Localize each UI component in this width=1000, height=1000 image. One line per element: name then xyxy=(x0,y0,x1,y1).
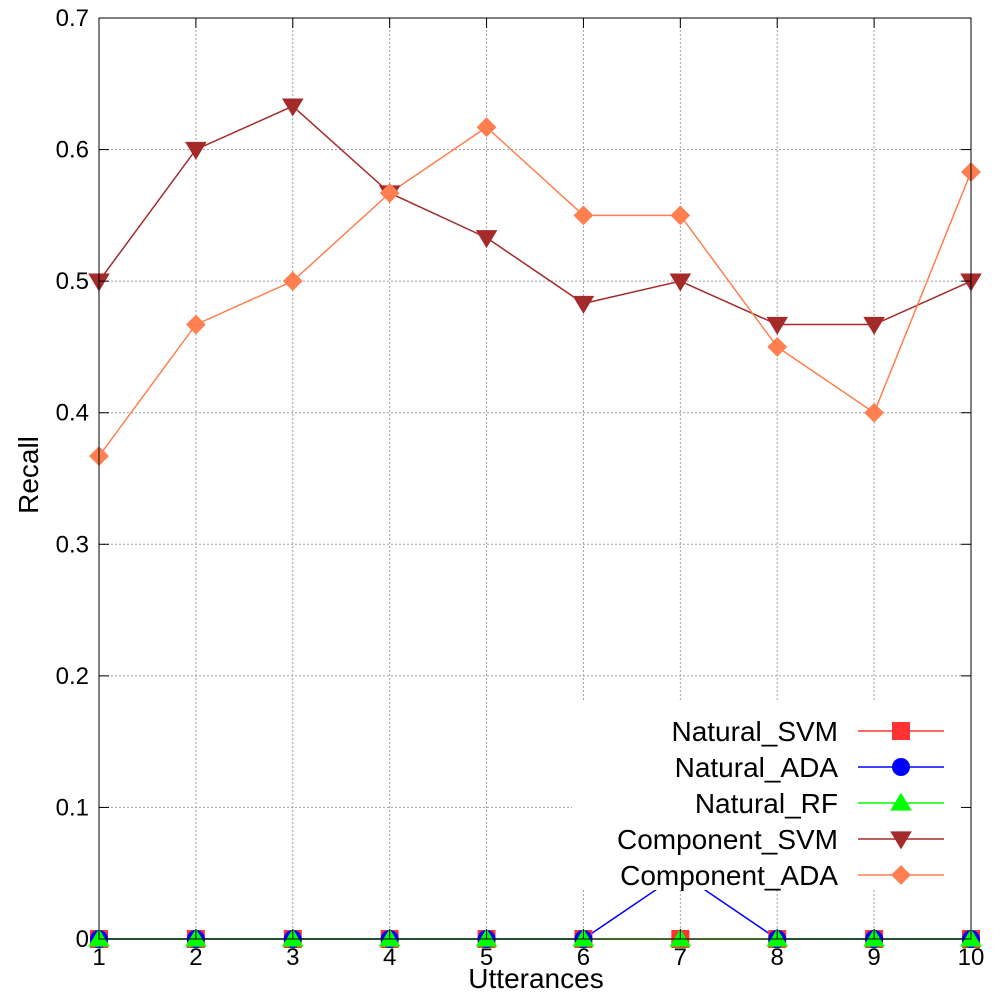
x-tick-label: 5 xyxy=(480,944,493,971)
legend-label-natural-rf: Natural_RF xyxy=(695,788,838,819)
x-tick-label: 9 xyxy=(867,944,880,971)
axis-ticks xyxy=(98,17,972,940)
y-tick-label: 0.1 xyxy=(56,794,89,821)
component-ada-point xyxy=(282,271,303,292)
x-tick-label: 7 xyxy=(674,944,687,971)
x-tick-label: 2 xyxy=(189,944,202,971)
y-tick-label: 0.5 xyxy=(56,268,89,295)
legend-marker-natural-ada xyxy=(892,758,910,776)
y-axis-label: Recall xyxy=(13,436,44,514)
y-tick-label: 0.7 xyxy=(56,5,89,32)
legend-label-natural-svm: Natural_SVM xyxy=(671,716,838,747)
y-tick-label: 0.6 xyxy=(56,137,89,164)
component-ada-point xyxy=(379,183,400,203)
component-ada-point xyxy=(864,402,885,423)
x-tick-label: 3 xyxy=(286,944,299,971)
grid-lines xyxy=(99,18,971,939)
component-ada-point xyxy=(185,314,206,335)
component-svm-line xyxy=(98,105,972,326)
legend-marker-natural-svm xyxy=(892,722,910,740)
legend: Natural_SVM Natural_ADA Natural_RF Componen… xyxy=(617,716,944,891)
x-axis-label: Utterances xyxy=(468,963,603,994)
plot-border xyxy=(98,17,972,940)
x-tick-label: 6 xyxy=(577,944,590,971)
x-tick-label: 8 xyxy=(771,944,784,971)
y-tick-label: 0 xyxy=(76,926,89,953)
component-svm-point xyxy=(863,316,885,335)
series-markers xyxy=(88,98,982,948)
component-ada-point xyxy=(767,337,788,357)
x-tick-label: 1 xyxy=(92,944,105,971)
component-svm-point xyxy=(669,273,692,292)
x-tick-label: 10 xyxy=(958,944,985,971)
component-svm-point xyxy=(475,230,498,249)
y-tick-label: 0.4 xyxy=(56,400,89,427)
component-svm-point xyxy=(281,98,304,117)
component-ada-point xyxy=(476,117,497,138)
legend-label-component-ada: Component_ADA xyxy=(620,860,838,891)
tick-labels: 0 0.1 0.2 0.3 0.4 0.5 0.6 0.7 1 2 3 4 5 6 7 8 9 10 xyxy=(56,5,985,971)
component-ada-point xyxy=(670,205,691,226)
legend-marker-component-ada xyxy=(891,865,911,885)
component-svm-point xyxy=(185,141,207,160)
legend-label-component-svm: Component_SVM xyxy=(617,824,838,855)
y-tick-label: 0.3 xyxy=(56,531,89,558)
component-svm-point xyxy=(572,295,595,314)
x-tick-label: 4 xyxy=(383,944,396,971)
legend-label-natural-ada: Natural_ADA xyxy=(675,752,839,783)
legend-marker-natural-rf xyxy=(890,792,912,811)
plot-frame xyxy=(98,17,972,940)
y-tick-label: 0.2 xyxy=(56,663,89,690)
component-ada-line xyxy=(98,126,972,457)
component-ada-point xyxy=(573,205,594,226)
component-svm-point xyxy=(766,316,789,335)
legend-marker-component-svm xyxy=(890,831,912,850)
